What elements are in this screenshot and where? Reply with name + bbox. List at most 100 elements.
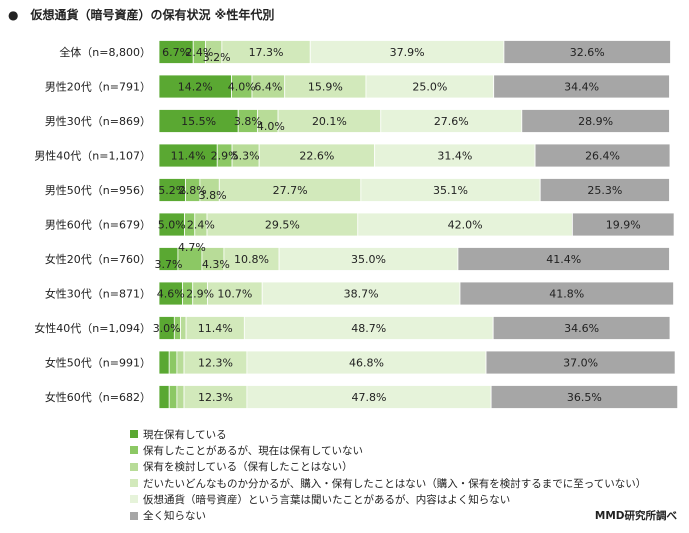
data-label: 27.7% [273, 184, 308, 197]
data-label: 14.2% [178, 81, 213, 94]
bar-segment [539, 178, 670, 202]
data-label: 11.4% [198, 322, 233, 335]
bar-segment [459, 281, 674, 306]
data-label: 20.1% [312, 115, 347, 128]
legend-swatch [130, 495, 138, 504]
data-label: 10.8% [234, 253, 269, 266]
bar-segment [485, 350, 676, 375]
data-label: 41.8% [549, 288, 584, 301]
data-label: 37.0% [563, 357, 598, 370]
data-label: 10.7% [217, 288, 252, 301]
data-label: 15.5% [181, 115, 216, 128]
legend-label: 全く知らない [143, 510, 206, 523]
data-label: 31.4% [437, 150, 472, 163]
data-label: 36.5% [567, 391, 602, 404]
legend-item: 保有を検討している（保有したことはない） [130, 459, 646, 475]
data-label: 48.7% [351, 322, 386, 335]
legend-label: 保有を検討している（保有したことはない） [143, 461, 353, 474]
data-label: 25.0% [412, 81, 447, 94]
data-label: 4.6% [157, 288, 185, 301]
data-label: 2.9% [186, 288, 214, 301]
bar-segment [168, 350, 178, 375]
data-label: 2.9% [211, 150, 239, 163]
legend-item: 仮想通貨（暗号資産）という言葉は聞いたことがあるが、内容はよく知らない [130, 491, 646, 507]
category-label: 女性50代（n=991） [45, 356, 151, 370]
legend-swatch [130, 479, 138, 488]
data-label: 5.0% [158, 219, 186, 232]
data-label: 5.3% [232, 150, 260, 163]
bar-segment [457, 247, 670, 271]
data-label: 12.3% [198, 357, 233, 370]
category-label: 男性30代（n=869） [45, 114, 151, 128]
category-label: 男性40代（n=1,107） [34, 149, 151, 163]
data-label: 4.3% [202, 258, 230, 271]
data-label: 6.4% [254, 81, 282, 94]
legend-label: 保有したことがあるが、現在は保有していない [143, 444, 363, 457]
data-label: 19.9% [606, 219, 641, 232]
legend-swatch [130, 446, 138, 455]
bar-segment [158, 350, 170, 375]
category-label: 男性50代（n=956） [45, 183, 151, 197]
data-label: 35.1% [433, 184, 468, 197]
data-label: 15.9% [308, 81, 343, 94]
legend-label: 現在保有している [143, 428, 227, 441]
data-label: 2.4% [185, 46, 213, 59]
data-label: 11.4% [171, 150, 206, 163]
data-label: 47.8% [352, 391, 387, 404]
data-label: 28.9% [578, 115, 613, 128]
bar-segment [534, 143, 671, 168]
bar-segment [180, 316, 187, 340]
legend-item: だいたいどんなものか分かるが、購入・保有したことはない（購入・保有を検討するまで… [130, 475, 646, 491]
legend-swatch [130, 430, 138, 439]
data-label: 12.3% [198, 391, 233, 404]
legend-swatch [130, 511, 138, 520]
data-label: 41.4% [546, 253, 581, 266]
category-label: 女性40代（n=1,094） [34, 321, 151, 335]
bar-segment [158, 385, 170, 409]
bar-segment [521, 109, 670, 133]
data-label: 3.7% [154, 258, 182, 271]
bar-segment [503, 40, 671, 64]
category-label: 全体（n=8,800） [59, 45, 151, 59]
legend-label: だいたいどんなものか分かるが、購入・保有したことはない（購入・保有を検討するまで… [143, 477, 647, 490]
data-label: 4.0% [228, 81, 256, 94]
bar-segment [493, 74, 670, 99]
data-label: 25.3% [587, 184, 622, 197]
data-label: 35.0% [351, 253, 386, 266]
data-label: 3.8% [199, 189, 227, 202]
bar-segment [571, 212, 675, 237]
source-note: MMD研究所調べ [594, 510, 677, 522]
data-label: 42.0% [448, 219, 483, 232]
bar-segment [176, 350, 185, 375]
legend-label: 仮想通貨（暗号資産）という言葉は聞いたことがあるが、内容はよく知らない [143, 493, 511, 506]
stacked-bar-chart: 全体（n=8,800） 6.7%2.4%3.2% 17.3% 37.9% 32.6%男性… [34, 40, 679, 409]
bar-segment [490, 385, 679, 409]
category-label: 男性60代（n=679） [45, 218, 151, 232]
category-label: 女性60代（n=682） [45, 390, 151, 404]
data-label: 32.6% [570, 46, 605, 59]
legend-item: 現在保有している [130, 426, 646, 442]
data-label: 46.8% [349, 357, 384, 370]
category-label: 男性20代（n=791） [45, 80, 151, 94]
data-label: 2.4% [187, 219, 215, 232]
bar-segment [168, 385, 178, 409]
data-label: 17.3% [249, 46, 284, 59]
bar-segment [176, 385, 185, 409]
data-label: 27.6% [434, 115, 469, 128]
category-label: 女性30代（n=871） [45, 287, 151, 301]
bar-segment [492, 316, 671, 340]
data-label: 3.0% [153, 322, 181, 335]
category-label: 女性20代（n=760） [45, 252, 151, 266]
data-label: 5.2% [158, 184, 186, 197]
data-label: 26.4% [585, 150, 620, 163]
legend-item: 保有したことがあるが、現在は保有していない [130, 442, 646, 458]
data-label: 34.4% [564, 81, 599, 94]
legend-swatch [130, 462, 138, 471]
data-label: 38.7% [344, 288, 379, 301]
data-label: 29.5% [265, 219, 300, 232]
data-label: 34.6% [564, 322, 599, 335]
data-label: 4.7% [178, 241, 206, 254]
data-label: 3.8% [234, 115, 262, 128]
data-label: 4.0% [257, 120, 285, 133]
legend-item: 全く知らない [130, 507, 646, 523]
